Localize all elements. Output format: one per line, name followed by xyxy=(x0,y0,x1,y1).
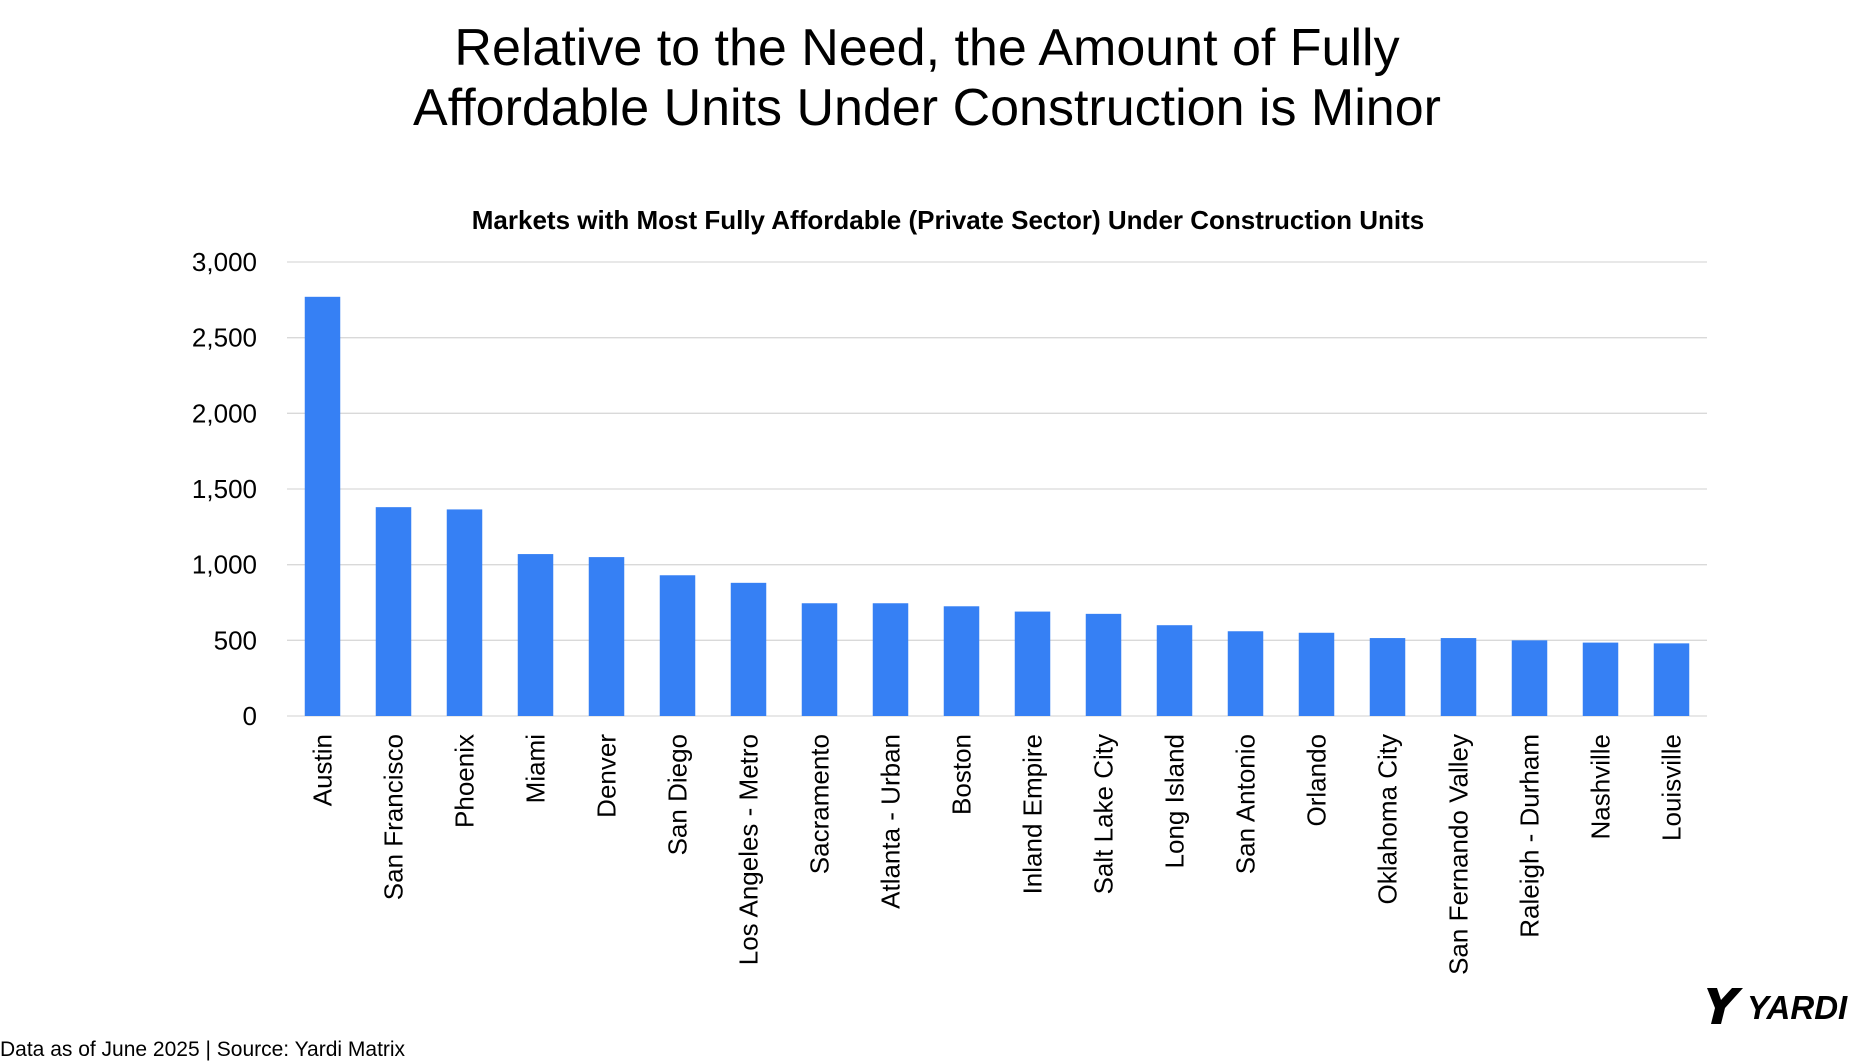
x-category-label: Inland Empire xyxy=(1018,734,1048,894)
y-tick-label: 1,500 xyxy=(192,474,257,504)
x-category-label: Orlando xyxy=(1302,734,1332,827)
bar xyxy=(517,554,554,716)
yardi-logo: YARDI xyxy=(1707,988,1848,1026)
bar xyxy=(1227,631,1264,716)
x-category-label: Sacramento xyxy=(805,734,835,874)
bar xyxy=(659,575,696,716)
x-category-label: Boston xyxy=(947,734,977,815)
x-category-label: Miami xyxy=(521,734,551,803)
bar xyxy=(1440,638,1477,716)
bar xyxy=(375,507,412,716)
bar xyxy=(1156,625,1193,716)
bar xyxy=(1369,638,1406,716)
y-axis-ticks: 0 500 1,000 1,500 2,000 2,500 3,000 xyxy=(192,247,257,731)
bar xyxy=(1085,613,1122,716)
y-tick-label: 2,500 xyxy=(192,323,257,353)
x-category-label: Denver xyxy=(592,734,622,818)
chart-title: Markets with Most Fully Affordable (Priv… xyxy=(472,205,1424,235)
x-category-label: Phoenix xyxy=(450,734,480,828)
x-category-label: Nashville xyxy=(1586,734,1616,840)
bar xyxy=(801,603,838,716)
grid-lines xyxy=(287,261,1707,717)
y-tick-label: 1,000 xyxy=(192,550,257,580)
bar xyxy=(1298,632,1335,716)
slide-title: Relative to the Need, the Amount of Full… xyxy=(0,18,1854,138)
x-category-label: San Antonio xyxy=(1231,734,1261,874)
x-category-label: Oklahoma City xyxy=(1373,734,1403,905)
yardi-logo-mark-icon xyxy=(1707,988,1743,1024)
y-tick-label: 500 xyxy=(214,625,257,655)
x-category-label: Raleigh - Durham xyxy=(1515,734,1545,938)
y-tick-label: 0 xyxy=(243,701,257,731)
x-axis-labels: Austin San Francisco Phoenix Miami Denver San… xyxy=(308,734,1687,975)
bar xyxy=(1582,642,1619,716)
bar xyxy=(730,582,767,716)
x-category-label: San Francisco xyxy=(379,734,409,900)
bar xyxy=(872,603,909,716)
x-category-label: Atlanta - Urban xyxy=(876,734,906,909)
x-category-label: Los Angeles - Metro xyxy=(734,734,764,965)
bar xyxy=(588,557,625,716)
x-category-label: Austin xyxy=(308,734,338,806)
yardi-logo-text: YARDI xyxy=(1747,989,1848,1026)
bar xyxy=(1653,643,1690,716)
bar xyxy=(446,509,483,716)
x-category-label: Louisville xyxy=(1657,734,1687,841)
x-category-label: Long Island xyxy=(1160,734,1190,868)
y-tick-label: 3,000 xyxy=(192,247,257,277)
bar xyxy=(304,296,341,716)
x-category-label: San Diego xyxy=(663,734,693,855)
x-category-label: San Fernando Valley xyxy=(1444,734,1474,975)
y-tick-label: 2,000 xyxy=(192,398,257,428)
slide-title-line-2: Affordable Units Under Construction is M… xyxy=(413,79,1441,137)
bars xyxy=(304,296,1690,716)
source-note: Data as of June 2025 | Source: Yardi Mat… xyxy=(0,1038,406,1061)
bar xyxy=(943,606,980,716)
slide-title-line-1: Relative to the Need, the Amount of Full… xyxy=(454,19,1400,77)
bar xyxy=(1014,611,1051,716)
bar xyxy=(1511,640,1548,716)
x-category-label: Salt Lake City xyxy=(1089,734,1119,894)
